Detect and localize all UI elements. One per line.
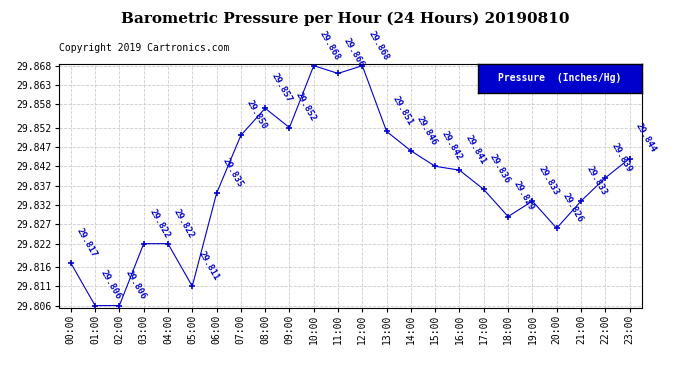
Text: 29.835: 29.835 <box>221 157 245 189</box>
Text: 29.868: 29.868 <box>366 29 391 62</box>
Text: 29.846: 29.846 <box>415 114 439 147</box>
Text: Copyright 2019 Cartronics.com: Copyright 2019 Cartronics.com <box>59 43 229 53</box>
Text: Barometric Pressure per Hour (24 Hours) 20190810: Barometric Pressure per Hour (24 Hours) … <box>121 11 569 26</box>
Text: 29.833: 29.833 <box>537 165 560 197</box>
Text: 29.806: 29.806 <box>99 269 124 302</box>
Text: 29.811: 29.811 <box>197 250 220 282</box>
Text: 29.866: 29.866 <box>342 37 366 69</box>
Text: 29.841: 29.841 <box>464 134 488 166</box>
Text: 29.822: 29.822 <box>172 207 196 240</box>
Text: 29.836: 29.836 <box>488 153 512 185</box>
Text: 29.806: 29.806 <box>124 269 148 302</box>
Text: 29.844: 29.844 <box>633 122 658 154</box>
Text: 29.839: 29.839 <box>609 141 633 174</box>
Text: 29.868: 29.868 <box>318 29 342 62</box>
Text: 29.850: 29.850 <box>245 99 269 131</box>
Text: 29.857: 29.857 <box>269 72 293 104</box>
Text: 29.826: 29.826 <box>561 192 584 224</box>
Text: 29.851: 29.851 <box>391 95 415 127</box>
Text: 29.852: 29.852 <box>294 91 317 123</box>
Text: 29.822: 29.822 <box>148 207 172 240</box>
Text: 29.829: 29.829 <box>512 180 536 212</box>
Text: 29.842: 29.842 <box>440 130 463 162</box>
Text: 29.833: 29.833 <box>585 165 609 197</box>
Text: 29.817: 29.817 <box>75 226 99 259</box>
